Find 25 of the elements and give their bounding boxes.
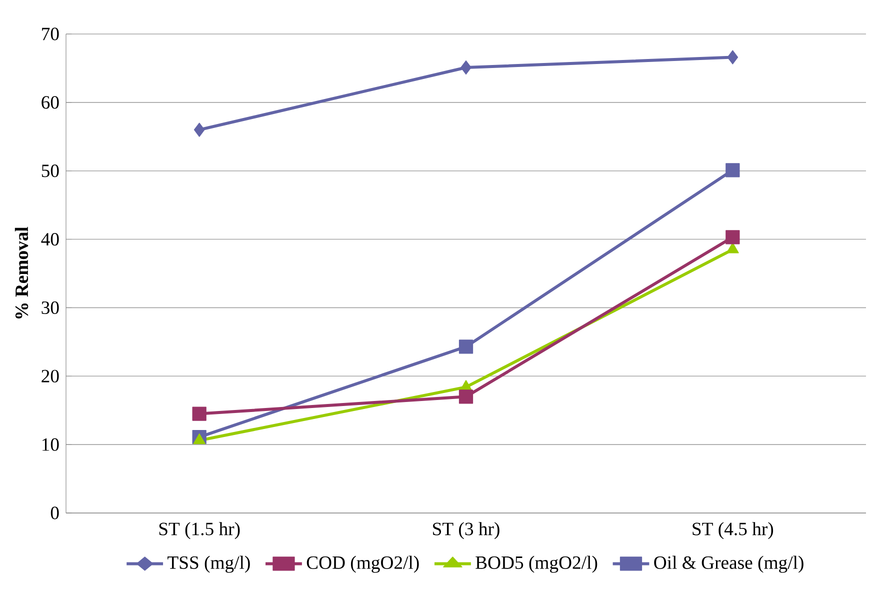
- point: [194, 122, 205, 137]
- x-tick-label: ST (1.5 hr): [159, 522, 240, 540]
- legend-label: TSS (mg/l): [168, 556, 250, 573]
- point: [192, 406, 206, 421]
- y-tick-label: 10: [42, 438, 59, 451]
- x-tick-label: ST (3 hr): [433, 522, 500, 540]
- legend-label: Oil & Grease (mg/l): [654, 556, 804, 573]
- y-tick-label: 40: [41, 232, 59, 246]
- y-axis-title: % Removal: [14, 226, 28, 318]
- point: [726, 230, 740, 244]
- legend-label: BOD5 (mgO2/l): [476, 556, 598, 573]
- point: [727, 50, 738, 64]
- point: [458, 390, 474, 404]
- y-tick-label: 0: [50, 506, 59, 520]
- point: [193, 433, 206, 444]
- y-tick-label: 50: [42, 164, 59, 178]
- point: [460, 60, 472, 75]
- point: [458, 340, 474, 354]
- y-tick-label: 60: [42, 96, 59, 109]
- point: [726, 163, 740, 178]
- x-tick-label: ST (4.5 hr): [692, 522, 774, 540]
- y-tick-label: 70: [42, 28, 59, 40]
- legend-label: COD (mgO2/l): [306, 556, 419, 573]
- y-tick-label: 30: [42, 301, 59, 314]
- y-tick-label: 20: [42, 370, 59, 382]
